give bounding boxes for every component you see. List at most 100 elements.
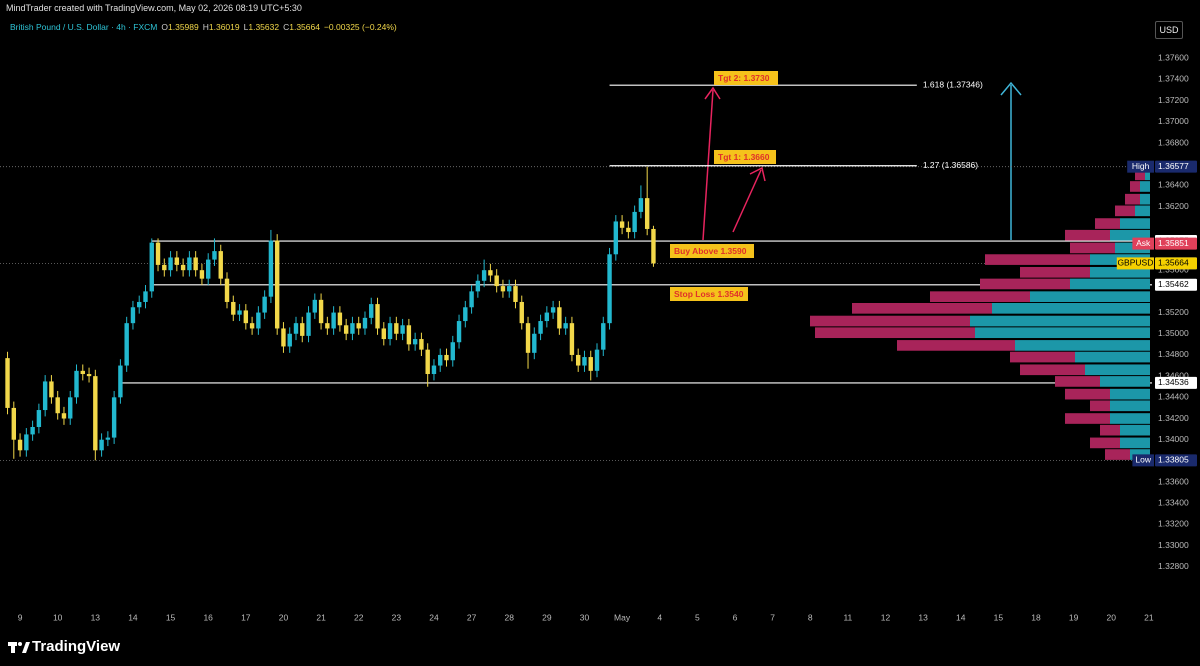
candle-body — [651, 228, 656, 264]
target-arrow — [732, 169, 762, 233]
candle-body — [118, 365, 123, 398]
price-tag-box — [1155, 454, 1197, 467]
price-tag-box — [1155, 160, 1197, 173]
candle-body — [256, 312, 261, 329]
candle-body — [231, 301, 236, 315]
candle-body — [550, 307, 556, 313]
candle-body — [350, 323, 355, 334]
volume-down — [1070, 242, 1115, 254]
volume-down — [1135, 169, 1145, 181]
candle-body — [212, 251, 217, 260]
symbol: British Pound / U.S. Dollar · 4h · FXCM — [10, 22, 158, 32]
x-tick-label: 7 — [770, 612, 775, 622]
tag-label: Ask — [1136, 238, 1151, 248]
volume-down — [980, 278, 1070, 290]
candle-body — [24, 434, 29, 451]
candle-body — [619, 221, 625, 228]
candle-body — [143, 291, 148, 302]
candle-body — [149, 242, 154, 292]
candle-body — [425, 349, 430, 375]
candle-body — [644, 198, 650, 229]
candle-body — [337, 312, 343, 326]
volume-down — [1065, 388, 1110, 400]
candle-body — [456, 321, 462, 343]
price-tag-box — [1155, 278, 1197, 291]
candle-body — [61, 413, 67, 419]
volume-up — [1145, 169, 1150, 181]
brand: TradingView — [32, 638, 121, 655]
x-tick-label: 23 — [392, 612, 402, 622]
candle-body — [594, 349, 600, 371]
candle-body — [243, 310, 249, 324]
x-tick-label: 15 — [166, 612, 176, 622]
candle-body — [180, 264, 186, 271]
candle-body — [111, 397, 117, 438]
annotation: Stop Loss 1.3540 — [674, 289, 744, 299]
candle-body — [325, 323, 330, 329]
volume-up — [1120, 218, 1150, 229]
price-tag: 1.35462 — [1158, 279, 1189, 289]
volume-down — [1065, 229, 1110, 241]
volume-down — [1115, 205, 1135, 217]
y-tick-label: 1.34000 — [1158, 434, 1189, 444]
candle-body — [513, 286, 518, 302]
volume-down — [985, 254, 1090, 265]
ohlc-key: O — [161, 22, 169, 32]
volume-up — [1100, 376, 1150, 387]
tag-label: Low — [1135, 455, 1151, 465]
volume-up — [1135, 205, 1150, 217]
logo-part — [11, 642, 15, 653]
candle-body — [124, 323, 129, 366]
candle-body — [575, 354, 581, 366]
y-tick-label: 1.33200 — [1158, 519, 1189, 529]
volume-up — [975, 327, 1150, 339]
y-tick-label: 1.35600 — [1158, 264, 1189, 274]
currency-button[interactable]: USD — [1155, 21, 1183, 39]
candle-body — [356, 323, 361, 329]
tag-label-box — [1116, 257, 1154, 270]
candle-body — [93, 376, 98, 451]
volume-up — [1120, 424, 1150, 436]
candle-body — [130, 307, 136, 324]
candle-body — [162, 264, 167, 271]
volume-up — [1110, 229, 1150, 241]
x-tick-label: 15 — [994, 612, 1004, 622]
volume-up — [1140, 193, 1150, 205]
symbol-legend: British Pound / U.S. Dollar · 4h · FXCM O… — [10, 22, 397, 32]
candle-body — [406, 325, 412, 345]
volume-down — [1125, 193, 1140, 205]
candle-body — [168, 257, 173, 271]
ohlc-key: H — [202, 22, 209, 32]
volume-up — [1120, 437, 1150, 449]
volume-up — [1085, 364, 1150, 376]
candle-body — [99, 439, 104, 451]
ohlc-key: L — [243, 22, 249, 32]
volume-down — [1020, 266, 1090, 278]
candle-body — [488, 270, 493, 276]
x-tick-label: 24 — [429, 612, 439, 622]
candle-body — [475, 280, 481, 292]
candle-body — [30, 426, 35, 435]
volume-down — [810, 315, 970, 327]
candle-body — [206, 259, 211, 279]
volume-down — [815, 327, 975, 339]
x-tick-label: May — [614, 612, 631, 622]
candle-body — [507, 286, 512, 292]
y-tick-label: 1.33000 — [1158, 540, 1189, 550]
candle-body — [74, 370, 79, 398]
arrows — [702, 81, 1022, 241]
candle-body — [626, 227, 631, 233]
candle-body — [369, 304, 374, 318]
x-tick-label: 22 — [354, 612, 364, 622]
candle-body — [500, 286, 506, 292]
x-tick-label: 16 — [203, 612, 213, 622]
candle-body — [632, 211, 637, 233]
x-tick-label: 12 — [881, 612, 891, 622]
candle-body — [375, 304, 380, 329]
volume-down — [1095, 218, 1120, 229]
ohlc-value: 1.35632 — [248, 22, 280, 32]
candle-body — [394, 323, 399, 334]
candle-body — [601, 323, 606, 350]
candle-body — [607, 254, 612, 324]
y-tick-label: 1.33600 — [1158, 476, 1189, 486]
